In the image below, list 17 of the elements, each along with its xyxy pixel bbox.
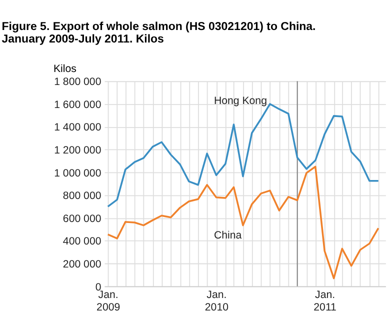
- y-tick-label: 1 400 000: [54, 122, 102, 134]
- series-label: China: [214, 230, 242, 242]
- y-tick-label: 200 000: [62, 258, 102, 270]
- y-tick-label: 1 600 000: [54, 98, 102, 111]
- y-tick-label: 1 200 000: [54, 144, 102, 157]
- y-tick-label: 400 000: [62, 236, 102, 248]
- chart-subtitle: January 2009-July 2011. Kilos: [2, 33, 164, 46]
- y-axis-title: Kilos: [53, 62, 76, 75]
- chart-title: Figure 5. Export of whole salmon (HS 03021201) to China.: [2, 20, 316, 33]
- y-tick-label: 1 800 000: [54, 76, 102, 88]
- series-label: Hong Kong: [214, 95, 268, 108]
- y-tick-label: 800 000: [62, 190, 102, 202]
- y-tick-label: 1 000 000: [54, 167, 102, 180]
- y-tick-label: 600 000: [62, 212, 102, 225]
- line-series: [107, 166, 380, 280]
- x-tick-label: Jan. 2010: [204, 289, 229, 314]
- x-tick-label: Jan. 2011: [314, 289, 337, 314]
